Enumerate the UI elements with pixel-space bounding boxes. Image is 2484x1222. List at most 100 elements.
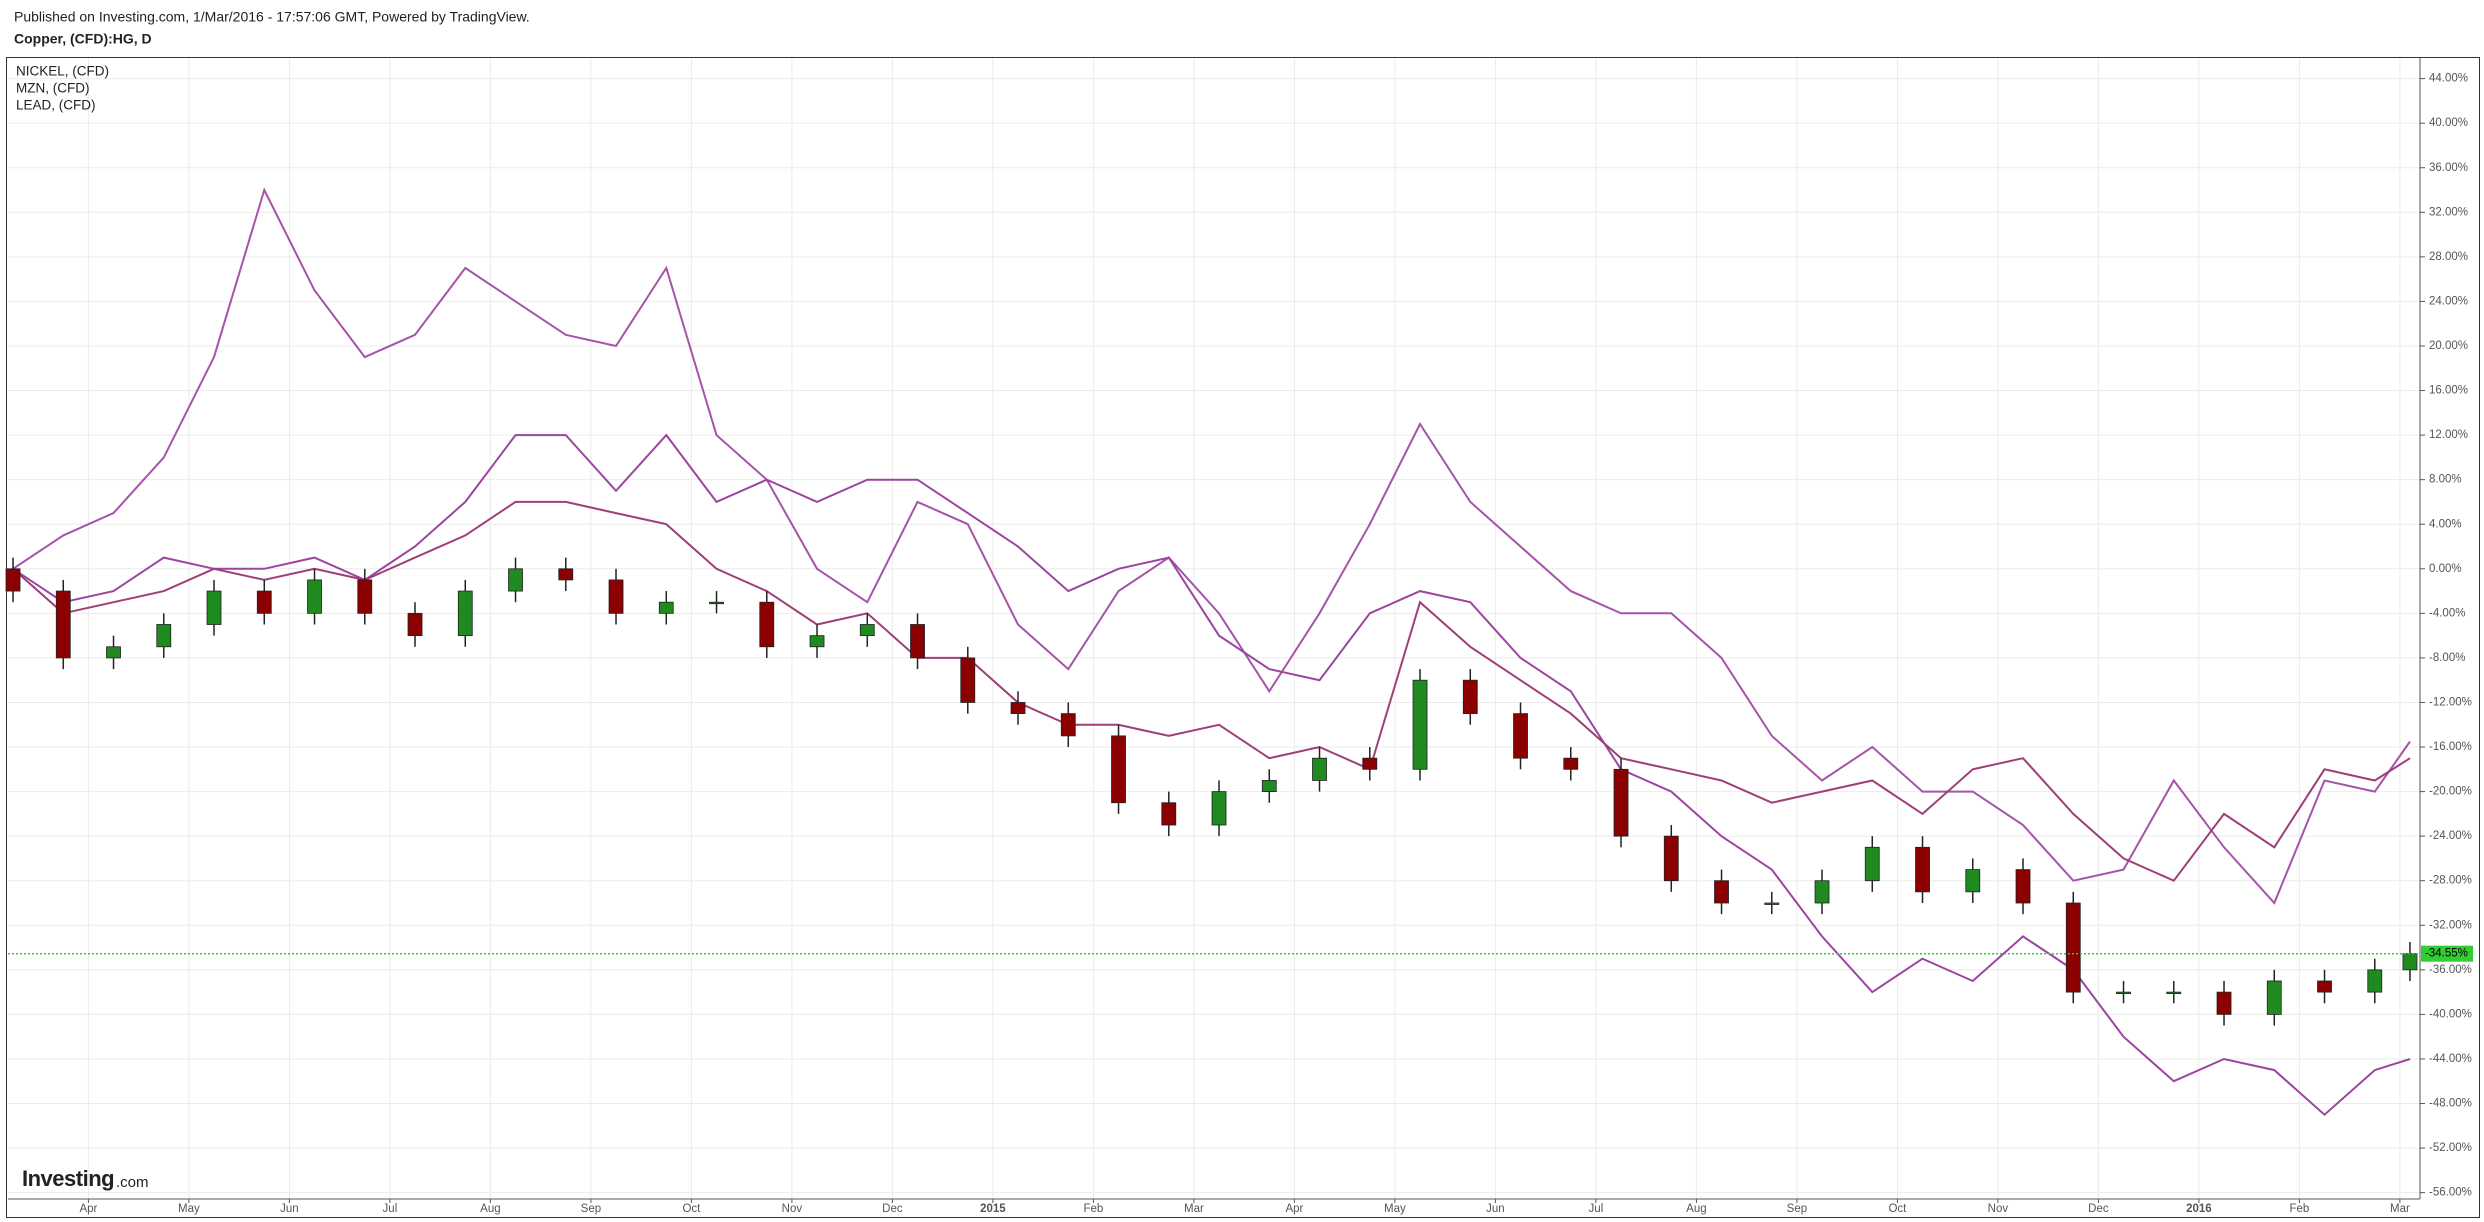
x-tick-label: Jul: [1589, 1203, 1604, 1215]
x-tick-label: Dec: [2088, 1203, 2109, 1215]
candle-body: [2317, 980, 2332, 993]
candle-body: [1261, 780, 1277, 792]
candle-body: [2266, 980, 2282, 1015]
candle-body: [1462, 679, 1478, 715]
frame: [6, 57, 2480, 1218]
y-tick-label: 40.00%: [2429, 117, 2468, 129]
y-tick-label: -40.00%: [2429, 1008, 2472, 1020]
axes: 44.00% 40.00% 36.00% 32.00% 28.00% 24.00% 20.0…: [8, 58, 2473, 1215]
x-tick-label: Oct: [682, 1203, 701, 1215]
candle-body: [608, 579, 624, 614]
candle-body: [1864, 846, 1880, 882]
candle-body: [1915, 846, 1930, 893]
x-tick-label: Sep: [1787, 1203, 1807, 1215]
x-tick-label: Mar: [2390, 1203, 2410, 1215]
x-tick-label: Sep: [581, 1203, 601, 1215]
candle-body: [709, 601, 724, 605]
candle-body: [1764, 902, 1780, 905]
candle-body: [859, 624, 875, 637]
candle-body: [1211, 791, 1227, 826]
plot: [5, 187, 2420, 1117]
candle-body: [1563, 757, 1579, 770]
candle-body: [1111, 735, 1126, 804]
x-tick-label: Jun: [1486, 1203, 1505, 1215]
x-tick-label: May: [178, 1203, 200, 1215]
candle-body: [307, 579, 322, 614]
y-tick-label: -24.00%: [2429, 830, 2472, 842]
candle-body: [1513, 713, 1528, 759]
last-value-box: [2421, 945, 2473, 962]
y-tick-label: 28.00%: [2429, 251, 2468, 263]
series-line: [12, 187, 2411, 905]
candle-body: [1663, 835, 1679, 882]
candle-body: [1060, 713, 1076, 737]
x-tick-label: Mar: [1184, 1203, 1204, 1215]
y-tick-label: 32.00%: [2429, 206, 2468, 218]
x-tick-label: Feb: [1083, 1203, 1103, 1215]
y-tick-label: -32.00%: [2429, 919, 2472, 931]
candle-body: [960, 657, 976, 703]
candle-body: [206, 590, 222, 625]
candle-body: [55, 590, 71, 659]
candle-body: [256, 590, 272, 614]
candle-body: [759, 601, 775, 648]
y-tick-label: 44.00%: [2429, 73, 2468, 85]
y-tick-label: -12.00%: [2429, 697, 2472, 709]
y-tick-label: -4.00%: [2429, 607, 2465, 619]
x-tick-label: Aug: [1686, 1203, 1706, 1215]
candle-body: [1412, 679, 1428, 770]
y-tick-label: -20.00%: [2429, 786, 2472, 798]
y-tick-label: 24.00%: [2429, 295, 2468, 307]
x-tick-label: Jul: [383, 1203, 398, 1215]
candle-body: [106, 646, 121, 659]
last-value-label: -34.55%: [2425, 948, 2468, 960]
y-tick-label: -56.00%: [2429, 1187, 2472, 1199]
y-tick-label: -8.00%: [2429, 652, 2465, 664]
candle-body: [2015, 869, 2031, 904]
chart-title: Published on Investing.com, 1/Mar/2016 -…: [14, 9, 530, 25]
y-tick-label: 16.00%: [2429, 385, 2468, 397]
legend-entry: LEAD, (CFD): [16, 98, 96, 113]
y-tick-label: -52.00%: [2429, 1142, 2472, 1154]
candle-body: [1010, 702, 1026, 715]
y-tick-label: 8.00%: [2429, 474, 2462, 486]
x-tick-label: Apr: [1285, 1203, 1303, 1215]
x-tick-label: Feb: [2289, 1203, 2309, 1215]
candle-body: [558, 568, 574, 581]
y-tick-label: 0.00%: [2429, 563, 2462, 575]
x-tick-label: Jun: [280, 1203, 299, 1215]
y-tick-label: -48.00%: [2429, 1098, 2472, 1110]
y-tick-label: 4.00%: [2429, 518, 2462, 530]
candle-body: [156, 624, 172, 648]
candle-body: [508, 568, 523, 592]
x-tick-label: Nov: [782, 1203, 803, 1215]
candle-body: [1312, 757, 1327, 781]
candle-body: [5, 568, 21, 592]
candle-body: [1613, 768, 1629, 837]
series-line: [12, 433, 2411, 1117]
x-tick-label: 2016: [2186, 1203, 2212, 1215]
candle-body: [1814, 880, 1830, 904]
candle-body: [2216, 991, 2232, 1015]
candle-body: [1161, 802, 1177, 826]
candle-body: [809, 635, 825, 648]
candle-body: [2116, 991, 2131, 995]
candle-body: [2166, 991, 2182, 995]
y-tick-label: 36.00%: [2429, 162, 2468, 174]
y-tick-label: 20.00%: [2429, 340, 2468, 352]
candle-body: [457, 590, 473, 637]
candle-body: [2065, 902, 2081, 993]
candle-body: [1965, 869, 1981, 893]
candle-body: [2367, 969, 2383, 993]
candle-body: [658, 601, 674, 614]
y-tick-label: 12.00%: [2429, 429, 2468, 441]
legend-entry: MZN, (CFD): [16, 81, 89, 96]
x-tick-label: Nov: [1988, 1203, 2009, 1215]
candle-body: [910, 624, 925, 659]
x-tick-label: 2015: [980, 1203, 1006, 1215]
x-tick-label: Oct: [1888, 1203, 1907, 1215]
x-tick-label: Aug: [480, 1203, 500, 1215]
candle-body: [357, 579, 373, 614]
logo-brand: Investing: [22, 1166, 114, 1191]
